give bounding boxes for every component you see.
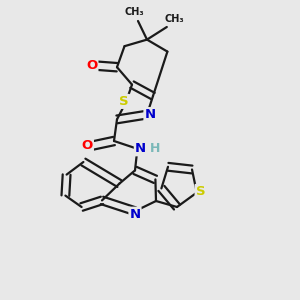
Text: H: H	[149, 142, 160, 155]
Text: S: S	[196, 185, 205, 198]
Text: N: N	[129, 208, 141, 221]
Text: N: N	[144, 108, 156, 121]
Text: CH₃: CH₃	[164, 14, 184, 24]
Text: O: O	[86, 59, 98, 72]
Text: CH₃: CH₃	[124, 8, 144, 17]
Text: S: S	[119, 95, 129, 108]
Text: N: N	[135, 142, 146, 155]
Text: O: O	[82, 139, 93, 152]
